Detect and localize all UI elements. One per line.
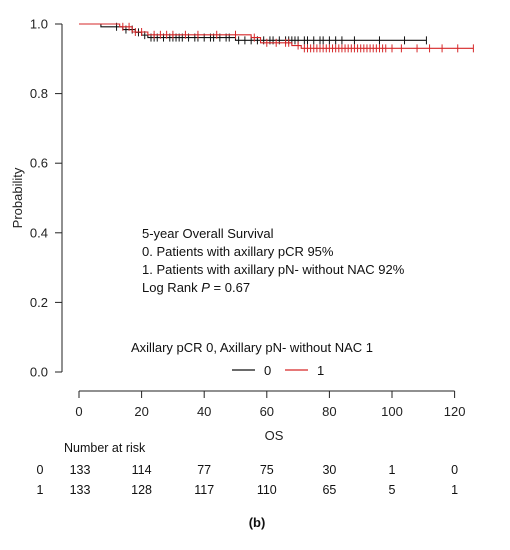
legend: 0 1: [232, 363, 324, 378]
risk-count: 77: [197, 463, 211, 477]
risk-count: 5: [389, 483, 396, 497]
risk-table: 0 133 114 77 75 30 1 0 1 133 128 117 110 65 5 1: [37, 463, 459, 497]
risk-count: 1: [451, 483, 458, 497]
logrank-prefix: Log Rank: [142, 280, 201, 295]
y-tick-label: 0.0: [30, 365, 48, 380]
y-tick-label: 0.8: [30, 86, 48, 101]
risk-count: 0: [451, 463, 458, 477]
risk-count: 30: [322, 463, 336, 477]
risk-table-title: Number at risk: [64, 441, 146, 455]
risk-count: 75: [260, 463, 274, 477]
y-axis-title: Probability: [10, 167, 25, 228]
panel-label: (b): [249, 515, 266, 530]
series-0: [79, 22, 427, 45]
x-tick-label: 40: [197, 404, 211, 419]
survival-curves: [79, 22, 474, 53]
x-tick-label: 100: [381, 404, 403, 419]
x-tick-label: 120: [444, 404, 466, 419]
risk-count: 133: [70, 483, 91, 497]
survival-line-1: [79, 23, 474, 49]
axes: 0.0 0.2 0.4 0.6 0.8 1.0 0 20 40 60 80 100 120: [30, 17, 466, 420]
legend-title: Axillary pCR 0, Axillary pN- without NAC…: [131, 340, 373, 355]
y-tick-label: 0.6: [30, 156, 48, 171]
legend-label-0: 0: [264, 363, 271, 378]
x-tick-label: 20: [134, 404, 148, 419]
annotation-title: 5-year Overall Survival: [142, 226, 274, 241]
annotation-group0: 0. Patients with axillary pCR 95%: [142, 244, 334, 259]
logrank-p: P: [201, 280, 210, 295]
risk-count: 1: [389, 463, 396, 477]
x-tick-label: 80: [322, 404, 336, 419]
risk-count: 110: [257, 483, 277, 497]
legend-label-1: 1: [317, 363, 324, 378]
risk-group-label: 1: [37, 483, 44, 497]
x-tick-label: 60: [260, 404, 274, 419]
annotation-logrank: Log Rank P = 0.67: [142, 280, 250, 295]
risk-count: 128: [131, 483, 152, 497]
logrank-value: = 0.67: [210, 280, 250, 295]
annotation-group1: 1. Patients with axillary pN- without NA…: [142, 262, 405, 277]
y-tick-label: 0.2: [30, 295, 48, 310]
risk-count: 117: [194, 483, 214, 497]
x-tick-label: 0: [75, 404, 82, 419]
y-tick-label: 0.4: [30, 225, 48, 240]
risk-count: 65: [322, 483, 336, 497]
y-tick-label: 1.0: [30, 17, 48, 32]
series-1: [79, 22, 474, 53]
risk-count: 133: [70, 463, 91, 477]
risk-group-label: 0: [37, 463, 44, 477]
risk-count: 114: [132, 463, 152, 477]
x-axis-title: OS: [265, 428, 284, 443]
